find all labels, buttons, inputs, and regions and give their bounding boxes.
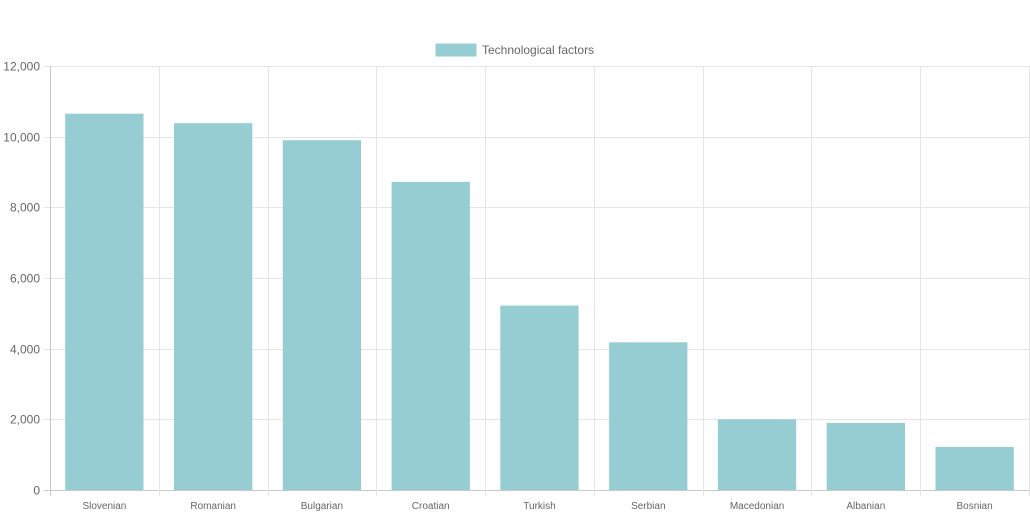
x-tick-label: Macedonian <box>730 501 784 512</box>
x-tick-label: Albanian <box>846 501 885 512</box>
x-tick-label: Croatian <box>412 501 450 512</box>
bar-bosnian[interactable] <box>935 446 1014 490</box>
x-tick-label: Bulgarian <box>301 501 343 512</box>
bar-macedonian[interactable] <box>717 419 797 490</box>
legend[interactable]: Technological factors <box>435 43 594 57</box>
y-tick-label: 4,000 <box>10 343 40 357</box>
x-tick-label: Serbian <box>631 501 665 512</box>
x-tick-label: Bosnian <box>957 501 993 512</box>
y-axis-ticks: 0 2,000 4,000 6,000 8,000 10,000 12,000 <box>3 60 40 498</box>
bar-albanian[interactable] <box>826 422 905 490</box>
y-tick-label: 10,000 <box>3 131 40 145</box>
legend-label[interactable]: Technological factors <box>482 43 594 57</box>
bar-bulgarian[interactable] <box>282 140 362 490</box>
y-tick-label: 6,000 <box>10 272 40 286</box>
y-tick-label: 8,000 <box>10 201 40 215</box>
bar-croatian[interactable] <box>391 181 470 490</box>
y-tick-label: 2,000 <box>10 413 40 427</box>
y-tick-label: 0 <box>33 484 40 498</box>
x-tick-label: Turkish <box>523 501 555 512</box>
bar-turkish[interactable] <box>500 305 579 490</box>
y-tick-label: 12,000 <box>3 60 40 74</box>
bar-slovenian[interactable] <box>65 113 144 490</box>
x-axis-ticks: Slovenian Romanian Bulgarian Croatian Turkis… <box>82 501 992 512</box>
legend-swatch[interactable] <box>435 43 477 57</box>
bar-romanian[interactable] <box>174 123 253 490</box>
x-tick-label: Slovenian <box>82 501 126 512</box>
x-tick-label: Romanian <box>190 501 236 512</box>
bar-serbian[interactable] <box>609 342 688 490</box>
bars <box>65 113 1014 490</box>
